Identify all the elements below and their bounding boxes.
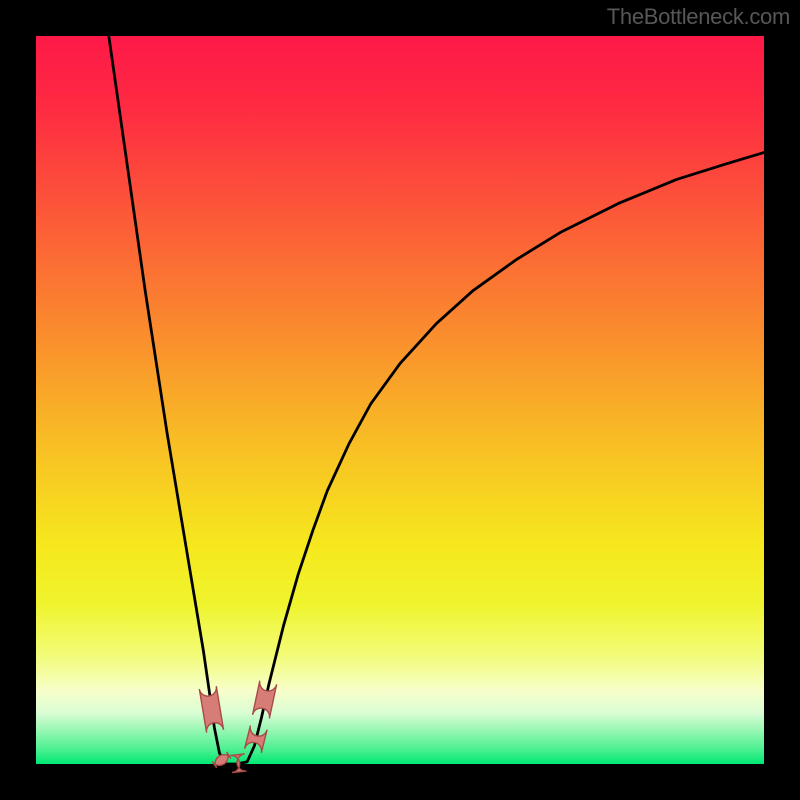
- attribution-text: TheBottleneck.com: [607, 4, 790, 30]
- chart-svg: [0, 0, 800, 800]
- chart-container: TheBottleneck.com: [0, 0, 800, 800]
- chart-background: [36, 36, 764, 764]
